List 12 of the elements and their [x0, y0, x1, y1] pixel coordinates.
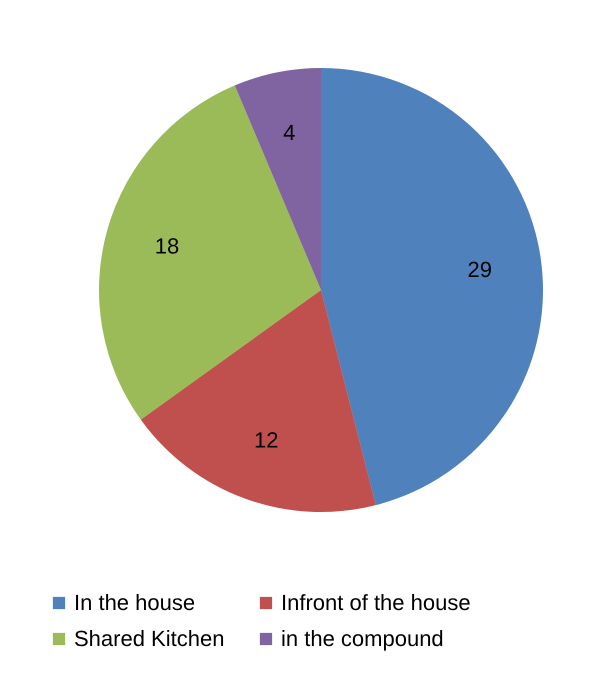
pie-slice — [321, 68, 543, 506]
pie-slice — [99, 85, 321, 420]
data-label: 29 — [468, 257, 492, 282]
pie-slice — [140, 290, 376, 512]
pie-slice — [234, 68, 321, 290]
data-label: 18 — [154, 234, 180, 259]
legend-label: Shared Kitchen — [74, 626, 224, 651]
legend-label: Infront of the house — [281, 590, 471, 615]
data-label: 12 — [254, 427, 279, 452]
legend-label: In the house — [74, 590, 196, 615]
data-label: 4 — [283, 120, 296, 146]
legend-label: in the compound — [281, 626, 444, 651]
